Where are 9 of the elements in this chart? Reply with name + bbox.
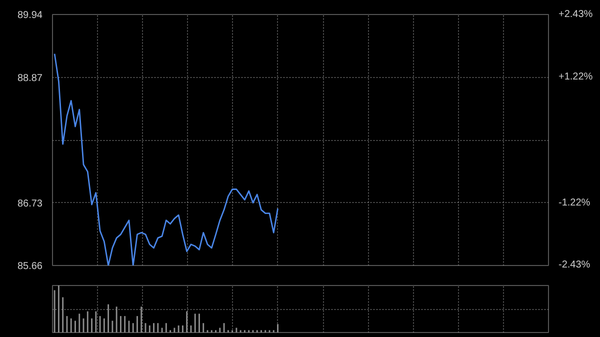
y-tick-label: 88.87	[17, 72, 43, 84]
y2-tick-label: -2.43%	[558, 260, 590, 270]
y2-tick-label: +1.22%	[558, 71, 593, 82]
y2-tick-label: -1.22%	[558, 198, 590, 209]
y-tick-label: 85.66	[17, 261, 43, 272]
y2-tick-label: +2.43%	[558, 9, 593, 20]
y-tick-label: 86.73	[17, 198, 43, 210]
y-tick-label: 89.94	[17, 10, 43, 21]
line-series	[54, 53, 278, 266]
